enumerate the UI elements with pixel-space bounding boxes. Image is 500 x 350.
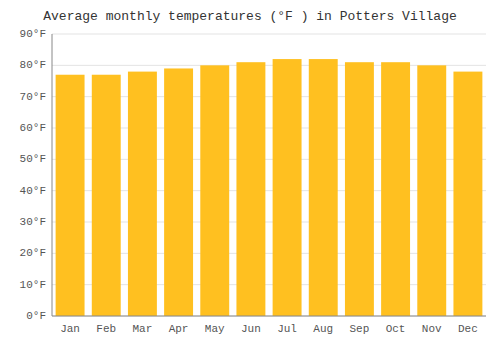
bar	[417, 65, 446, 316]
y-tick-label: 90°F	[20, 28, 46, 40]
bar	[345, 62, 374, 316]
y-tick-label: 50°F	[20, 153, 46, 165]
x-tick-label: Apr	[169, 323, 189, 335]
y-axis-line	[52, 34, 53, 316]
x-axis-line	[52, 316, 486, 317]
y-tick-label: 30°F	[20, 216, 46, 228]
x-tick-label: Jan	[60, 323, 80, 335]
x-tick-label: Sep	[350, 323, 370, 335]
y-tick-label: 40°F	[20, 185, 46, 197]
x-tick-label: Feb	[96, 323, 116, 335]
bar	[273, 59, 302, 316]
y-tick-label: 80°F	[20, 59, 46, 71]
x-tick-labels: Jan Feb Mar Apr May Jun Jul Aug Sep Oct Nov Dec	[60, 323, 478, 335]
y-tick-label: 0°F	[26, 310, 46, 322]
bar	[128, 72, 157, 316]
chart-title: Average monthly temperatures (°F ) in Po…	[43, 9, 456, 24]
x-tick-label: Dec	[458, 323, 478, 335]
bar	[92, 75, 121, 316]
bar	[381, 62, 410, 316]
x-tick-label: Jun	[241, 323, 261, 335]
chart-container: Average monthly temperatures (°F ) in Po…	[0, 0, 500, 350]
x-tick-label: Mar	[133, 323, 153, 335]
x-tick-label: Jul	[277, 323, 297, 335]
y-tick-label: 70°F	[20, 91, 46, 103]
y-tick-label: 10°F	[20, 279, 46, 291]
x-tick-label: Aug	[313, 323, 333, 335]
bar	[164, 68, 193, 316]
x-tick-label: May	[205, 323, 225, 335]
bar	[236, 62, 265, 316]
y-tick-label: 60°F	[20, 122, 46, 134]
x-tick-label: Oct	[386, 323, 406, 335]
chart-svg: Average monthly temperatures (°F ) in Po…	[0, 0, 500, 350]
bar	[453, 72, 482, 316]
bar	[200, 65, 229, 316]
grid-line	[52, 34, 486, 35]
y-grid	[52, 34, 486, 316]
x-tick-label: Nov	[422, 323, 442, 335]
bar	[309, 59, 338, 316]
grid-line	[52, 316, 486, 317]
y-tick-label: 20°F	[20, 247, 46, 259]
bars	[56, 59, 483, 316]
y-tick-labels: 0°F 10°F 20°F 30°F 40°F 50°F 60°F 70°F 80°F 90°F	[20, 28, 46, 322]
bar	[56, 75, 85, 316]
